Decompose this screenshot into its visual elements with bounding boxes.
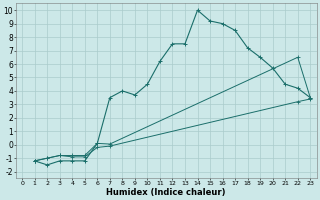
X-axis label: Humidex (Indice chaleur): Humidex (Indice chaleur) (107, 188, 226, 197)
